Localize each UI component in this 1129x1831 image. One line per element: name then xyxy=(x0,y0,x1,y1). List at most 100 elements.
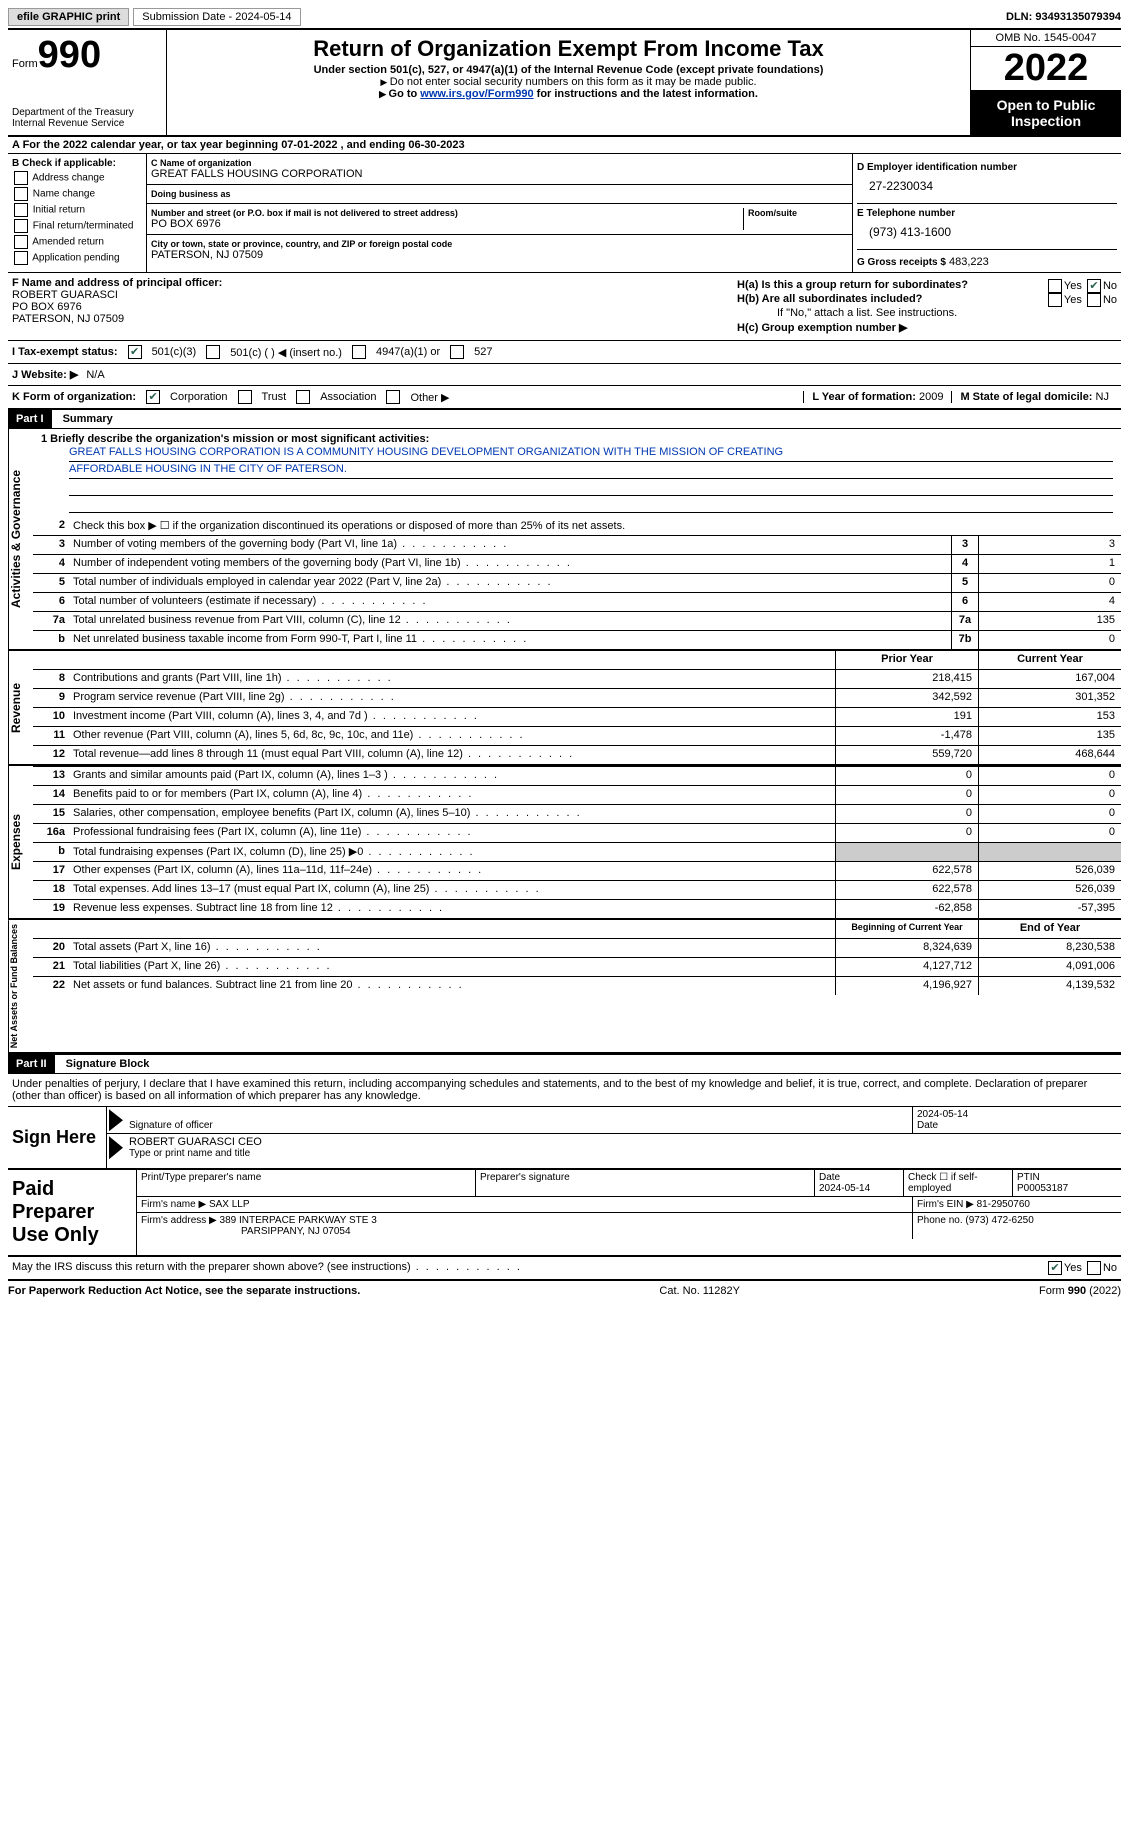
b-header: B Check if applicable: xyxy=(12,158,142,169)
dln: DLN: 93493135079394 xyxy=(1006,11,1121,23)
tab-expenses: Expenses xyxy=(8,766,33,918)
arrow-icon xyxy=(109,1136,123,1159)
check-501c3[interactable] xyxy=(128,345,142,359)
checkbox-address[interactable] xyxy=(14,171,28,185)
tel-label: E Telephone number xyxy=(857,208,1117,219)
table-row: 17Other expenses (Part IX, column (A), l… xyxy=(33,861,1121,880)
irs-link[interactable]: www.irs.gov/Form990 xyxy=(420,88,533,100)
summary-revenue: Revenue Prior Year Current Year 8Contrib… xyxy=(8,651,1121,766)
summary-expenses: Expenses 13Grants and similar amounts pa… xyxy=(8,766,1121,920)
cat-number: Cat. No. 11282Y xyxy=(659,1285,740,1297)
table-row: 4Number of independent voting members of… xyxy=(33,554,1121,573)
table-row: 13Grants and similar amounts paid (Part … xyxy=(33,766,1121,785)
section-fh: F Name and address of principal officer:… xyxy=(8,273,1121,341)
footer-right: Form 990 (2022) xyxy=(1039,1285,1121,1297)
officer-city: PATERSON, NJ 07509 xyxy=(12,313,729,325)
table-row: 22Net assets or fund balances. Subtract … xyxy=(33,976,1121,995)
table-row: 7aTotal unrelated business revenue from … xyxy=(33,611,1121,630)
checkbox-initial[interactable] xyxy=(14,203,28,217)
gross-receipts: 483,223 xyxy=(949,256,989,268)
gross-label: G Gross receipts $ xyxy=(857,257,946,268)
table-row: bTotal fundraising expenses (Part IX, co… xyxy=(33,842,1121,861)
street-label: Number and street (or P.O. box if mail i… xyxy=(151,208,743,218)
header-sub2: Do not enter social security numbers on … xyxy=(171,76,966,88)
officer-sig-name: ROBERT GUARASCI CEO xyxy=(129,1136,1117,1148)
line-j: J Website: ▶ N/A xyxy=(8,364,1121,386)
discuss-yes[interactable] xyxy=(1048,1261,1062,1275)
omb-number: OMB No. 1545-0047 xyxy=(971,30,1121,47)
ha-no[interactable] xyxy=(1087,279,1101,293)
check-trust[interactable] xyxy=(238,390,252,404)
checkbox-name[interactable] xyxy=(14,187,28,201)
tel: (973) 413-1600 xyxy=(857,219,1117,245)
prep-date: 2024-05-14 xyxy=(819,1183,870,1194)
tab-netassets: Net Assets or Fund Balances xyxy=(8,920,33,1052)
officer-name: ROBERT GUARASCI xyxy=(12,289,729,301)
firm-ein: 81-2950760 xyxy=(977,1199,1030,1210)
discuss-row: May the IRS discuss this return with the… xyxy=(8,1257,1121,1281)
hb-label: H(b) Are all subordinates included? xyxy=(737,293,922,305)
top-toolbar: efile GRAPHIC print Submission Date - 20… xyxy=(8,8,1121,30)
dept-treasury: Department of the Treasury Internal Reve… xyxy=(12,107,162,129)
hb-yes[interactable] xyxy=(1048,293,1062,307)
discuss-no[interactable] xyxy=(1087,1261,1101,1275)
header-sub1: Under section 501(c), 527, or 4947(a)(1)… xyxy=(171,64,966,76)
street: PO BOX 6976 xyxy=(151,218,743,230)
check-4947[interactable] xyxy=(352,345,366,359)
table-row: 15Salaries, other compensation, employee… xyxy=(33,804,1121,823)
preparer-block: Paid Preparer Use Only Print/Type prepar… xyxy=(8,1170,1121,1257)
table-row: 6Total number of volunteers (estimate if… xyxy=(33,592,1121,611)
firm-phone: (973) 472-6250 xyxy=(965,1215,1033,1226)
footer: For Paperwork Reduction Act Notice, see … xyxy=(8,1281,1121,1301)
table-row: 11Other revenue (Part VIII, column (A), … xyxy=(33,726,1121,745)
room-label: Room/suite xyxy=(748,208,848,218)
year-formation: 2009 xyxy=(919,391,943,403)
hc-label: H(c) Group exemption number ▶ xyxy=(737,321,1117,334)
form-title: Return of Organization Exempt From Incom… xyxy=(171,36,966,62)
tax-year: 2022 xyxy=(971,47,1121,91)
col-f: F Name and address of principal officer:… xyxy=(8,273,733,340)
form-label: Form xyxy=(12,58,38,70)
org-name-label: C Name of organization xyxy=(151,158,848,168)
firm-name: SAX LLP xyxy=(209,1199,250,1210)
table-row: 20Total assets (Part X, line 16)8,324,63… xyxy=(33,938,1121,957)
table-row: 9Program service revenue (Part VIII, lin… xyxy=(33,688,1121,707)
submission-date: Submission Date - 2024-05-14 xyxy=(133,8,300,26)
ha-yes[interactable] xyxy=(1048,279,1062,293)
col-b: B Check if applicable: Address change Na… xyxy=(8,154,147,272)
tab-governance: Activities & Governance xyxy=(8,429,33,649)
line-i: I Tax-exempt status: 501(c)(3) 501(c) ( … xyxy=(8,341,1121,364)
mission-block: 1 Briefly describe the organization's mi… xyxy=(33,429,1121,517)
hb-no[interactable] xyxy=(1087,293,1101,307)
officer-label: F Name and address of principal officer: xyxy=(12,277,729,289)
sign-here-label: Sign Here xyxy=(8,1107,107,1168)
check-corp[interactable] xyxy=(146,390,160,404)
section-bc: B Check if applicable: Address change Na… xyxy=(8,154,1121,273)
table-row: bNet unrelated business taxable income f… xyxy=(33,630,1121,649)
check-assoc[interactable] xyxy=(296,390,310,404)
org-name: GREAT FALLS HOUSING CORPORATION xyxy=(151,168,848,180)
ha-label: H(a) Is this a group return for subordin… xyxy=(737,279,968,291)
header-sub3: Go to www.irs.gov/Form990 for instructio… xyxy=(171,88,966,100)
check-527[interactable] xyxy=(450,345,464,359)
checkbox-final[interactable] xyxy=(14,219,28,233)
table-row: 5Total number of individuals employed in… xyxy=(33,573,1121,592)
ein: 27-2230034 xyxy=(857,173,1117,199)
sign-here-block: Sign Here Signature of officer 2024-05-1… xyxy=(8,1107,1121,1170)
efile-button[interactable]: efile GRAPHIC print xyxy=(8,8,129,26)
checkbox-amended[interactable] xyxy=(14,235,28,249)
col-c: C Name of organization GREAT FALLS HOUSI… xyxy=(147,154,853,272)
checkbox-pending[interactable] xyxy=(14,251,28,265)
city-label: City or town, state or province, country… xyxy=(151,239,848,249)
ptin: P00053187 xyxy=(1017,1183,1068,1194)
check-other[interactable] xyxy=(386,390,400,404)
sig-date: 2024-05-14 xyxy=(917,1109,1117,1120)
dba-label: Doing business as xyxy=(151,189,848,199)
table-row: 12Total revenue—add lines 8 through 11 (… xyxy=(33,745,1121,764)
check-501c[interactable] xyxy=(206,345,220,359)
hdr-end: End of Year xyxy=(978,920,1121,938)
state-domicile: NJ xyxy=(1096,391,1109,403)
officer-street: PO BOX 6976 xyxy=(12,301,729,313)
ein-label: D Employer identification number xyxy=(857,162,1117,173)
table-row: 19Revenue less expenses. Subtract line 1… xyxy=(33,899,1121,918)
